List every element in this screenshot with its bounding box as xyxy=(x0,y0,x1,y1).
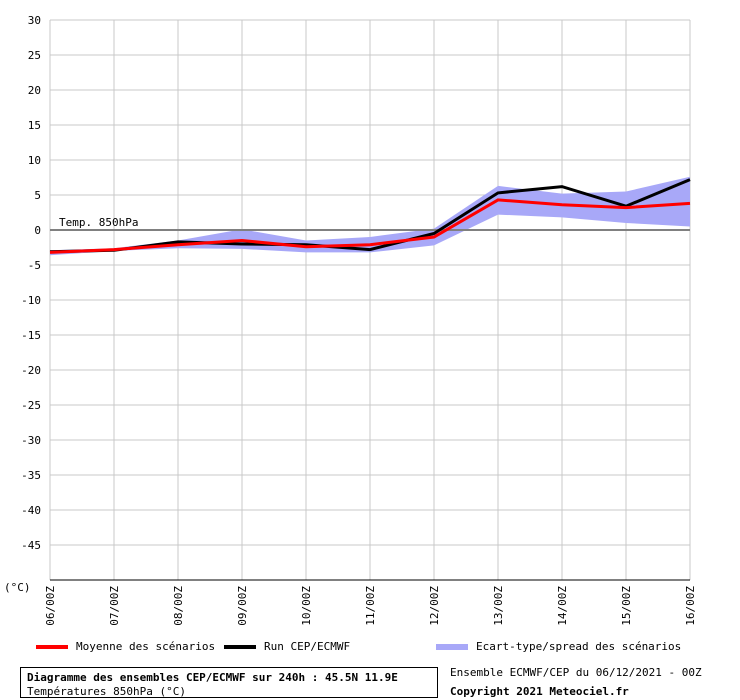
y-tick-label: -35 xyxy=(21,469,41,482)
legend-label-spread: Ecart-type/spread des scénarios xyxy=(476,640,682,653)
y-tick-labels: 30 25 20 15 10 5 0 -5 -10 -15 -20 -25 -30 -35 -40 -45 xyxy=(21,14,41,552)
x-tick-labels: 06/00Z 07/00Z 08/00Z 09/00Z 10/00Z 11/00Z 12/0… xyxy=(44,586,697,626)
x-tick-label: 12/00Z xyxy=(428,586,441,626)
y-tick-label: 10 xyxy=(28,154,41,167)
legend-label-run: Run CEP/ECMWF xyxy=(264,640,351,653)
legend-label-mean: Moyenne des scénarios xyxy=(76,640,216,653)
y-tick-label: 25 xyxy=(28,49,41,62)
y-tick-label: 30 xyxy=(28,14,41,27)
mean-series-line xyxy=(49,198,691,254)
legend-item-run: Run CEP/ECMWF xyxy=(224,640,350,653)
y-tick-label: -20 xyxy=(21,364,41,377)
y-tick-label: 5 xyxy=(34,189,41,202)
y-tick-label: 20 xyxy=(28,84,41,97)
spread-band xyxy=(50,176,690,256)
grid xyxy=(49,19,691,581)
y-tick-label: -30 xyxy=(21,434,41,447)
y-tick-label: -40 xyxy=(21,504,41,517)
x-tick-label: 13/00Z xyxy=(492,586,505,626)
chart-subtitle: Températures 850hPa (°C) xyxy=(27,685,186,698)
chart-info-box: Diagramme des ensembles CEP/ECMWF sur 24… xyxy=(20,667,438,698)
x-tick-label: 16/00Z xyxy=(684,586,697,626)
legend-item-spread: Ecart-type/spread des scénarios xyxy=(436,640,681,653)
y-tick-label: -45 xyxy=(21,539,41,552)
y-tick-label: -25 xyxy=(21,399,41,412)
x-tick-label: 07/00Z xyxy=(108,586,121,626)
chart-title: Diagramme des ensembles CEP/ECMWF sur 24… xyxy=(27,671,398,684)
y-tick-label: -10 xyxy=(21,294,41,307)
temp-annotation: Temp. 850hPa xyxy=(59,216,138,229)
legend-swatch-spread xyxy=(436,643,468,650)
y-unit-label: (°C) xyxy=(4,581,31,594)
x-tick-label: 06/00Z xyxy=(44,586,57,626)
x-tick-label: 11/00Z xyxy=(364,586,377,626)
y-tick-label: 15 xyxy=(28,119,41,132)
y-tick-label: -5 xyxy=(28,259,41,272)
x-tick-label: 10/00Z xyxy=(300,586,313,626)
run-series-line xyxy=(49,178,691,254)
x-tick-label: 14/00Z xyxy=(556,586,569,626)
run-info: Ensemble ECMWF/CEP du 06/12/2021 - 00Z xyxy=(450,666,702,679)
legend-swatch-run xyxy=(224,644,256,649)
y-tick-label: -15 xyxy=(21,329,41,342)
legend-item-mean: Moyenne des scénarios xyxy=(36,640,215,653)
x-tick-label: 15/00Z xyxy=(620,586,633,626)
x-tick-label: 08/00Z xyxy=(172,586,185,626)
ensemble-chart: 30 25 20 15 10 5 0 -5 -10 -15 -20 -25 -30 -35 -40 -45 0… xyxy=(4,14,697,626)
copyright: Copyright 2021 Meteociel.fr xyxy=(450,685,629,698)
x-tick-label: 09/00Z xyxy=(236,586,249,626)
y-tick-label: 0 xyxy=(34,224,41,237)
legend-swatch-mean xyxy=(36,644,68,649)
